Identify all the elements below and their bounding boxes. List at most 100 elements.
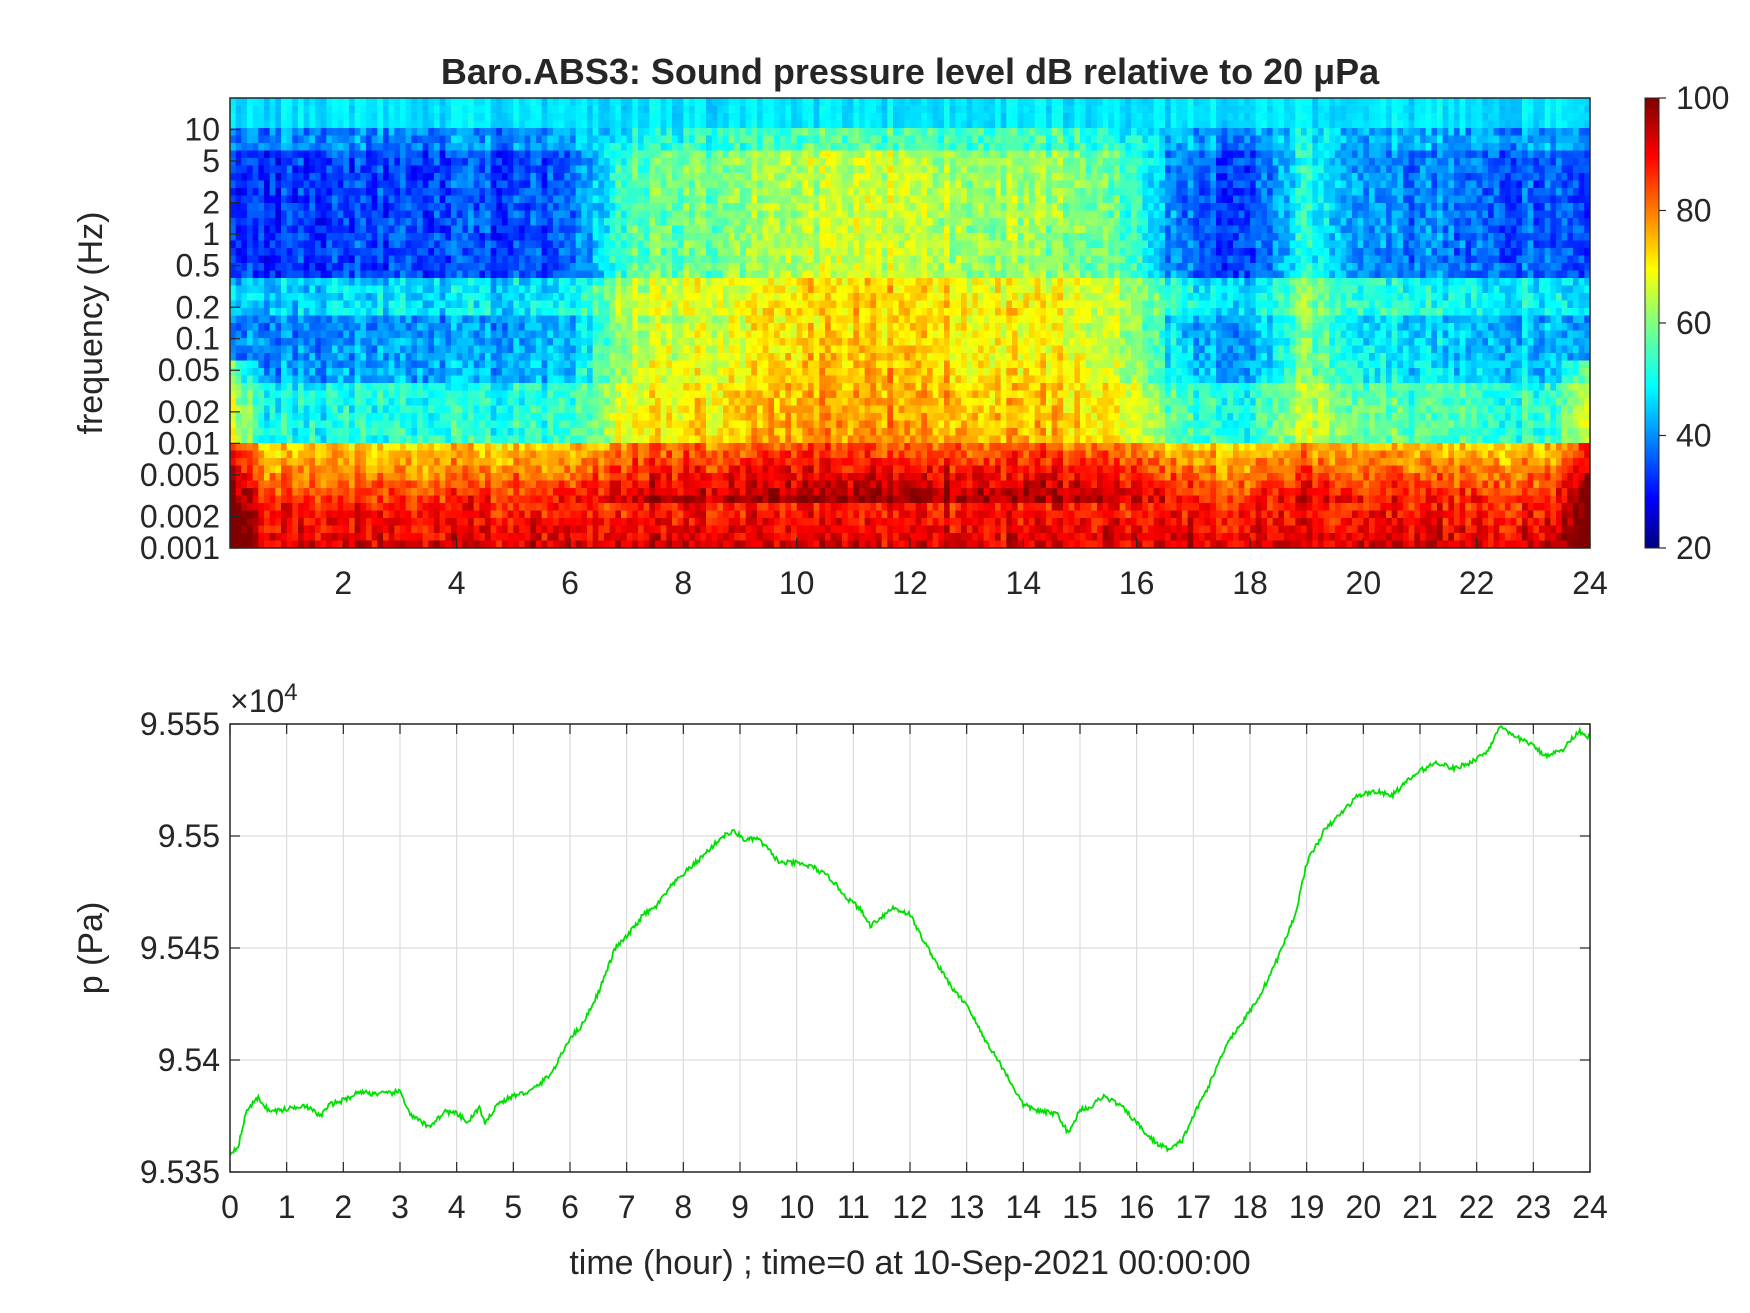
spectrogram-cell xyxy=(360,315,367,324)
spectrogram-cell xyxy=(700,173,707,182)
spectrogram-cell xyxy=(575,180,582,189)
spectrogram-cell xyxy=(649,353,656,362)
spectrogram-cell xyxy=(439,390,446,399)
spectrogram-cell xyxy=(592,270,599,279)
spectrogram-cell xyxy=(337,420,344,429)
spectrogram-cell xyxy=(530,458,537,467)
spectrogram-cell xyxy=(264,308,271,317)
spectrogram-cell xyxy=(666,323,673,332)
spectrogram-cell xyxy=(672,413,679,422)
spectrogram-cell xyxy=(456,480,463,489)
spectrogram-cell xyxy=(326,435,333,444)
spectrogram-cell xyxy=(598,278,605,287)
spectrogram-cell xyxy=(490,353,497,362)
spectrogram-cell xyxy=(581,405,588,414)
spectrogram-cell xyxy=(434,240,441,249)
spectrogram-cell xyxy=(252,195,259,204)
spectrogram-cell xyxy=(439,413,446,422)
spectrogram-cell xyxy=(264,488,271,497)
spectrogram-cell xyxy=(530,248,537,257)
spectrogram-cell xyxy=(604,383,611,392)
spectrogram-cell xyxy=(320,158,327,167)
spectrogram-cell xyxy=(473,285,480,294)
spectrogram-cell xyxy=(332,450,339,459)
spectrogram-cell xyxy=(581,285,588,294)
spectrogram-cell xyxy=(332,375,339,384)
spectrogram-cell xyxy=(694,165,701,174)
spectrogram-cell xyxy=(405,165,412,174)
spectrogram-cell xyxy=(394,210,401,219)
spectrogram-cell xyxy=(502,330,509,339)
spectrogram-cell xyxy=(490,345,497,354)
spectrogram-cell xyxy=(366,143,373,152)
spectrogram-cell xyxy=(570,143,577,152)
spectrogram-cell xyxy=(615,465,622,474)
spectrogram-cell xyxy=(496,158,503,167)
spectrogram-cell xyxy=(536,488,543,497)
spectrogram-cell xyxy=(694,323,701,332)
spectrogram-cell xyxy=(519,345,526,354)
spectrogram-cell xyxy=(564,435,571,444)
spectrogram-cell xyxy=(292,533,299,542)
spectrogram-cell xyxy=(434,180,441,189)
spectrogram-cell xyxy=(462,405,469,414)
spectrogram-cell xyxy=(303,533,310,542)
spectrogram-cell xyxy=(292,360,299,369)
spectrogram-cell xyxy=(490,428,497,437)
spectrogram-cell xyxy=(553,233,560,242)
spectrogram-cell xyxy=(451,233,458,242)
spectrogram-cell xyxy=(439,128,446,137)
spectrogram-cell xyxy=(354,233,361,242)
spectrogram-cell xyxy=(371,518,378,527)
spectrogram-cell xyxy=(320,330,327,339)
spectrogram-cell xyxy=(536,405,543,414)
spectrogram-cell xyxy=(456,270,463,279)
spectrogram-cell xyxy=(332,443,339,452)
spectrogram-cell xyxy=(456,188,463,197)
spectrogram-cell xyxy=(456,98,463,107)
spectrogram-cell xyxy=(235,503,242,512)
spectrogram-cell xyxy=(570,195,577,204)
spectrogram-cell xyxy=(621,315,628,324)
spectrogram-cell xyxy=(332,210,339,219)
spectrogram-cell xyxy=(496,473,503,482)
spectrogram-cell xyxy=(451,375,458,384)
spectrogram-cell xyxy=(315,540,322,548)
spectrogram-cell xyxy=(366,210,373,219)
spectrogram-cell xyxy=(643,405,650,414)
spectrogram-cell xyxy=(422,195,429,204)
spectrogram-cell xyxy=(643,338,650,347)
spectrogram-cell xyxy=(371,293,378,302)
spectrogram-cell xyxy=(428,240,435,249)
spectrogram-cell xyxy=(632,210,639,219)
spectrogram-cell xyxy=(405,518,412,527)
spectrogram-cell xyxy=(570,398,577,407)
spectrogram-cell xyxy=(581,143,588,152)
spectrogram-cell xyxy=(252,165,259,174)
spectrogram-cell xyxy=(473,405,480,414)
spectrogram-cell xyxy=(672,285,679,294)
spectrogram-cell xyxy=(558,203,565,212)
spectrogram-cell xyxy=(343,533,350,542)
spectrogram-cell xyxy=(434,420,441,429)
spectrogram-cell xyxy=(553,375,560,384)
spectrogram-cell xyxy=(626,450,633,459)
spectrogram-cell xyxy=(564,143,571,152)
spectrogram-cell xyxy=(660,503,667,512)
spectrogram-cell xyxy=(677,525,684,534)
spectrogram-cell xyxy=(496,173,503,182)
spectrogram-cell xyxy=(445,293,452,302)
spectrogram-cell xyxy=(326,158,333,167)
spectrogram-cell xyxy=(264,435,271,444)
spectrogram-cell xyxy=(456,315,463,324)
spectrogram-cell xyxy=(252,525,259,534)
spectrogram-cell xyxy=(400,368,407,377)
spectrogram-cell xyxy=(349,135,356,144)
spectrogram-cell xyxy=(252,390,259,399)
spectrogram-cell xyxy=(428,173,435,182)
spectrogram-cell xyxy=(354,345,361,354)
spectrogram-cell xyxy=(456,293,463,302)
spectrogram-cell xyxy=(451,450,458,459)
spectrogram-cell xyxy=(309,128,316,137)
spectrogram-cell xyxy=(298,233,305,242)
